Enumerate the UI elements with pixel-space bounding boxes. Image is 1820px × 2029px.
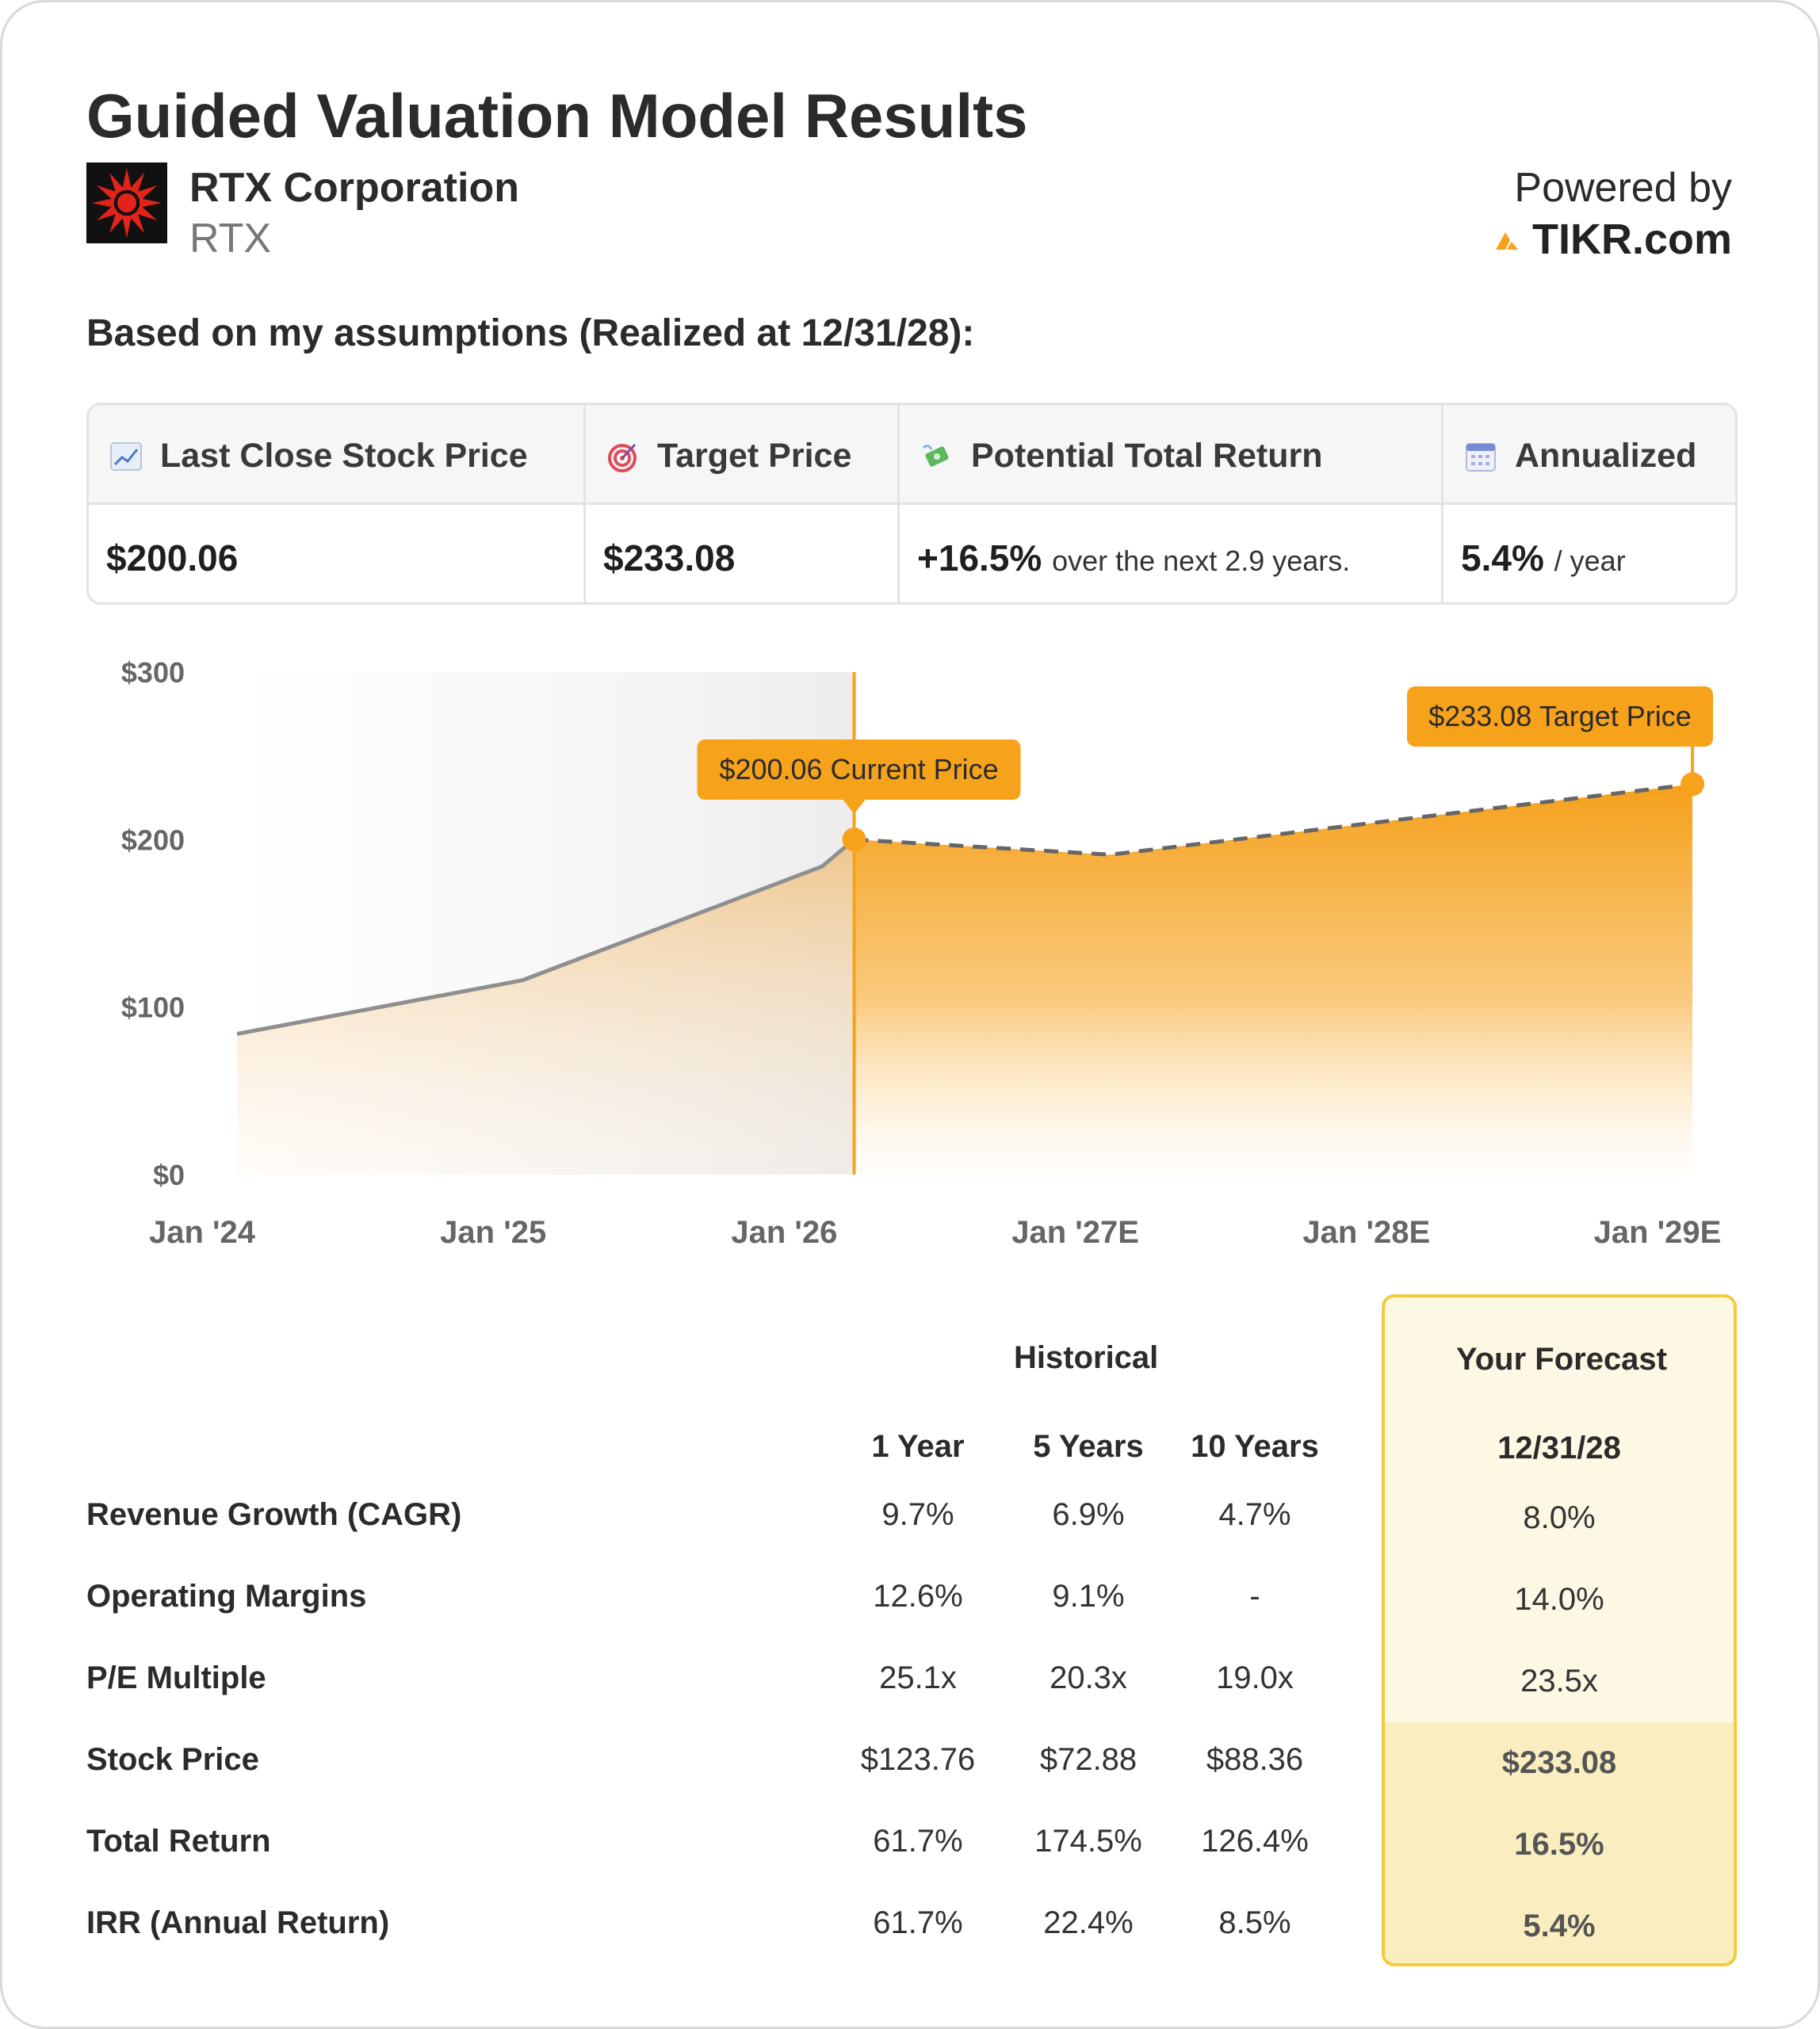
y-tick-label: $100: [121, 992, 185, 1024]
table-cell: 19.0x: [1216, 1660, 1294, 1695]
summary-table: Last Close Stock Price $200.06 Target Pr…: [86, 403, 1738, 605]
table-cell: 61.7%: [873, 1905, 963, 1940]
forecast-date-header: 12/31/28: [1497, 1431, 1621, 1465]
historical-series-line: [236, 838, 856, 1036]
x-tick-label: Jan '24: [149, 1215, 256, 1250]
historical-area: [237, 839, 855, 1175]
assumptions-subtitle: Based on my assumptions (Realized at 12/…: [86, 312, 975, 354]
forecast-cell: 23.5x: [1520, 1664, 1598, 1698]
historical-header: Historical: [1014, 1340, 1159, 1375]
page-title: Guided Valuation Model Results: [86, 81, 1028, 151]
table-cell: 174.5%: [1034, 1824, 1142, 1859]
price-chart: $0 $100 $200 $300 Jan '24 Jan '25 Jan '26 Jan '…: [121, 656, 1722, 1250]
table-cell: 6.9%: [1052, 1497, 1125, 1532]
table-cell: 61.7%: [873, 1824, 963, 1859]
current-price-callout: [697, 739, 1021, 800]
row-label: IRR (Annual Return): [86, 1905, 390, 1940]
table-cell: 8.5%: [1218, 1905, 1291, 1940]
current-price-callout-pointer: [843, 800, 866, 814]
summary-value-row: +16.5% over the next 2.9 years.: [917, 537, 1350, 579]
table-cell: $88.36: [1206, 1742, 1304, 1777]
table-cell: 4.7%: [1218, 1497, 1291, 1532]
y-tick-label: $0: [153, 1159, 185, 1191]
table-cell: 22.4%: [1043, 1905, 1134, 1940]
tikr-logo-icon: [1495, 232, 1518, 250]
forecast-highlight: [1385, 1722, 1734, 1963]
forecast-cell: 5.4%: [1523, 1909, 1596, 1943]
x-tick-label: Jan '29E: [1594, 1215, 1722, 1250]
x-tick-label: Jan '28E: [1302, 1215, 1430, 1250]
summary-value: 5.4%: [1461, 537, 1544, 579]
current-price-label: $200.06 Current Price: [719, 753, 998, 785]
summary-label: Target Price: [657, 437, 852, 475]
period-header: 5 Years: [1033, 1429, 1144, 1464]
table-cell: 20.3x: [1050, 1660, 1127, 1695]
table-cell: 126.4%: [1201, 1824, 1309, 1859]
forecast-cell: 8.0%: [1523, 1500, 1596, 1535]
summary-col-last-close: Last Close Stock Price $200.06: [89, 405, 583, 602]
summary-note: / year: [1554, 545, 1626, 577]
table-cell: 9.1%: [1052, 1579, 1125, 1614]
row-label: Stock Price: [86, 1742, 259, 1777]
summary-label: Potential Total Return: [971, 437, 1323, 475]
table-cell: 25.1x: [879, 1660, 957, 1695]
forecast-column-box: [1382, 1294, 1737, 1966]
y-tick-label: $300: [121, 656, 185, 689]
summary-value: $233.08: [603, 537, 736, 579]
x-tick-label: Jan '27E: [1011, 1215, 1139, 1250]
company-name: RTX Corporation: [189, 165, 519, 211]
calendar-icon: [1466, 442, 1496, 472]
period-header: 1 Year: [871, 1429, 965, 1464]
y-tick-label: $200: [121, 823, 185, 856]
summary-label: Annualized: [1515, 437, 1697, 475]
forecast-header: Your Forecast: [1456, 1342, 1667, 1377]
summary-note: over the next 2.9 years.: [1052, 545, 1351, 577]
forecast-cell: $233.08: [1501, 1745, 1617, 1780]
table-cell: 9.7%: [881, 1497, 954, 1532]
money-with-wings-icon: [922, 444, 949, 467]
row-label: P/E Multiple: [86, 1660, 266, 1695]
company-ticker: RTX: [189, 216, 272, 262]
metrics-table: Historical Your Forecast 1 Year 5 Years …: [2, 1286, 1820, 1984]
brand-name: TIKR.com: [1531, 216, 1732, 263]
target-price-point: [1680, 772, 1705, 797]
summary-col-target: Target Price $233.08: [583, 405, 897, 602]
x-tick-label: Jan '25: [440, 1215, 546, 1250]
summary-col-total-return: Potential Total Return +16.5% over the n…: [897, 405, 1441, 602]
summary-value: $200.06: [106, 537, 239, 579]
table-cell: $72.88: [1039, 1742, 1138, 1777]
target-icon: [608, 443, 637, 472]
summary-header-row: [89, 405, 1735, 505]
summary-label: Last Close Stock Price: [160, 437, 528, 475]
forecast-area: [854, 784, 1693, 1175]
period-header: 10 Years: [1191, 1429, 1319, 1464]
chart-increasing-icon: [110, 441, 142, 471]
target-price-label: $233.08 Target Price: [1428, 700, 1692, 732]
forecast-cell: 14.0%: [1514, 1582, 1604, 1617]
summary-col-annualized: Annualized 5.4% / year: [1441, 405, 1735, 602]
powered-by-label: Powered by: [1514, 165, 1732, 211]
table-cell: $123.76: [860, 1742, 976, 1777]
forecast-series-line: [854, 781, 1693, 857]
brand-link[interactable]: TIKR.com: [1494, 215, 1732, 264]
table-cell: 12.6%: [873, 1579, 963, 1614]
summary-value-row: 5.4% / year: [1461, 537, 1626, 579]
company-logo: [86, 162, 167, 243]
x-tick-label: Jan '26: [731, 1215, 837, 1250]
row-label: Total Return: [86, 1824, 271, 1859]
row-label: Revenue Growth (CAGR): [86, 1497, 462, 1532]
current-price-point: [842, 827, 866, 852]
forecast-cell: 16.5%: [1514, 1827, 1604, 1862]
row-label: Operating Margins: [86, 1579, 367, 1614]
target-price-callout: [1407, 686, 1713, 747]
summary-value: +16.5%: [917, 537, 1042, 579]
table-cell: -: [1249, 1579, 1260, 1614]
